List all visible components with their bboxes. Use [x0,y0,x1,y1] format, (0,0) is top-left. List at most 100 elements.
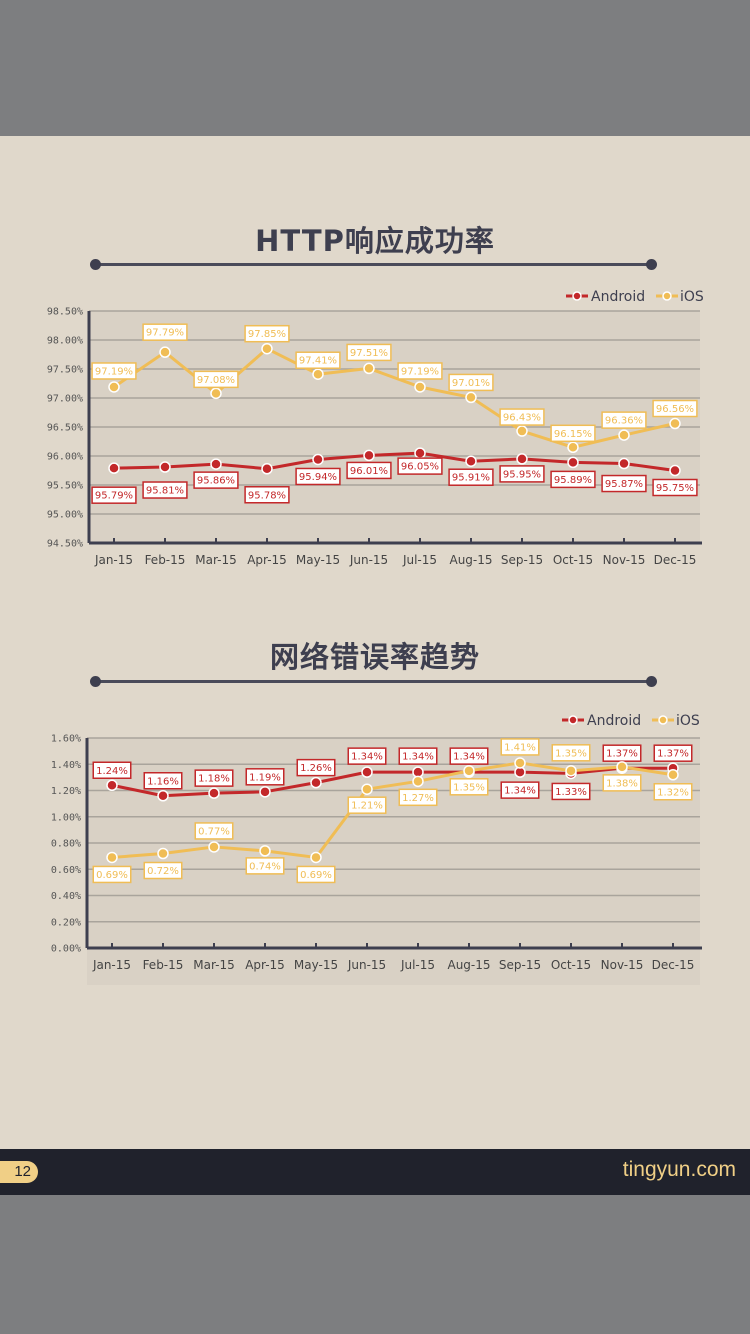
svg-text:96.36%: 96.36% [605,416,643,427]
data-label: 1.34% [398,747,438,765]
svg-text:1.34%: 1.34% [402,752,434,763]
data-point[interactable] [157,790,169,802]
legend-android: Android [562,713,641,729]
data-point[interactable] [465,391,477,404]
data-label: 96.15% [550,424,596,443]
data-label: 1.38% [602,774,642,792]
svg-text:95.91%: 95.91% [452,473,490,484]
data-point[interactable] [108,462,120,474]
data-label: 1.16% [143,772,183,790]
data-point[interactable] [312,368,324,380]
y-tick-label: 1.40% [51,760,81,771]
data-point[interactable] [567,441,579,454]
data-label: 95.78% [244,486,290,504]
brand-link[interactable]: tingyun.com [622,1158,736,1181]
data-point[interactable] [159,346,171,358]
data-point[interactable] [106,851,118,864]
data-point[interactable] [565,765,577,777]
svg-text:1.35%: 1.35% [555,748,587,759]
svg-text:97.51%: 97.51% [350,348,388,359]
data-point[interactable] [516,425,528,437]
series-line [111,766,673,798]
data-label: 95.81% [142,481,188,499]
data-point[interactable] [669,464,681,477]
x-tick-label: Oct-15 [551,958,591,972]
y-tick-label: 0.80% [51,839,81,850]
data-point[interactable] [208,787,220,799]
data-label: 1.34% [500,781,540,799]
data-point[interactable] [106,779,118,791]
data-point[interactable] [363,362,375,375]
y-tick-label: 1.00% [51,812,81,823]
y-tick-label: 97.00% [47,394,83,405]
data-point[interactable] [259,845,271,857]
svg-text:95.75%: 95.75% [656,483,694,494]
data-point[interactable] [261,463,273,475]
data-label: 1.24% [92,761,132,779]
x-tick-label: Aug-15 [449,553,492,567]
data-label: 97.19% [91,362,137,380]
data-point[interactable] [261,342,273,355]
y-tick-label: 98.50% [47,307,83,318]
svg-text:1.34%: 1.34% [504,786,536,797]
data-point[interactable] [159,461,171,473]
y-tick-label: 97.50% [47,365,83,376]
svg-text:0.69%: 0.69% [300,870,332,881]
network-error-rate-chart: 1.60% 1.40% 1.20% 1.00% 0.80% 0.60% 0.40% 0.20%… [51,713,702,985]
data-label: 1.37% [602,744,642,762]
y-tick-label: 0.60% [51,865,81,876]
data-point[interactable] [465,455,477,467]
data-point[interactable] [363,449,375,462]
svg-text:96.05%: 96.05% [401,462,439,473]
data-point[interactable] [514,757,526,769]
svg-text:95.81%: 95.81% [146,486,184,497]
svg-text:1.27%: 1.27% [402,793,434,804]
legend-ios: iOS [656,289,704,305]
svg-text:95.79%: 95.79% [95,491,133,502]
data-point[interactable] [210,458,222,470]
divider-dot-right [646,676,657,687]
data-point[interactable] [208,841,220,853]
data-point[interactable] [310,776,322,789]
data-point[interactable] [618,429,630,441]
data-point[interactable] [259,786,271,798]
data-point[interactable] [310,851,322,864]
svg-text:95.87%: 95.87% [605,479,643,490]
data-point[interactable] [361,766,373,778]
series-android: 95.79% 95.81% 95.86% 95.78% 95.94% 96.01% 96.0… [91,447,698,504]
data-point[interactable] [361,783,373,795]
series-android: 1.24% 1.16% 1.18% 1.19% 1.26% 1.34% 1.34% 1.34%… [92,744,693,802]
data-point[interactable] [157,847,169,860]
data-label: 1.37% [653,744,693,762]
data-point[interactable] [516,453,528,465]
svg-text:96.43%: 96.43% [503,413,541,424]
data-point[interactable] [667,769,679,781]
y-tick-label: 94.50% [47,539,83,550]
footer-bar: 12 tingyun.com [0,1149,750,1195]
y-tick-label: 1.20% [51,786,81,797]
data-point[interactable] [567,456,579,469]
data-point[interactable] [312,453,324,466]
data-point[interactable] [414,381,426,393]
data-point[interactable] [108,381,120,393]
data-point[interactable] [616,761,628,773]
data-label: 95.94% [295,467,341,486]
data-label: 95.95% [499,465,545,483]
data-point[interactable] [414,447,426,459]
data-point[interactable] [669,417,681,430]
series-ios: 97.19% 97.79% 97.08% 97.85% 97.41% 97.51% 97.1… [91,323,698,454]
data-point[interactable] [210,387,222,400]
data-point[interactable] [618,457,630,470]
data-label: 96.43% [499,408,545,426]
chart-title-http-success: HTTP响应成功率 [255,224,495,258]
svg-text:Android: Android [591,289,645,305]
data-point[interactable] [412,775,424,788]
data-label: 1.34% [449,747,489,765]
data-point[interactable] [463,765,475,777]
page-number: 12 [14,1163,31,1180]
data-label: 95.87% [601,474,647,493]
svg-text:97.19%: 97.19% [95,366,133,377]
x-tick-label: Feb-15 [143,958,184,972]
data-label: 1.35% [449,778,489,796]
x-tick-label: May-15 [296,553,340,567]
